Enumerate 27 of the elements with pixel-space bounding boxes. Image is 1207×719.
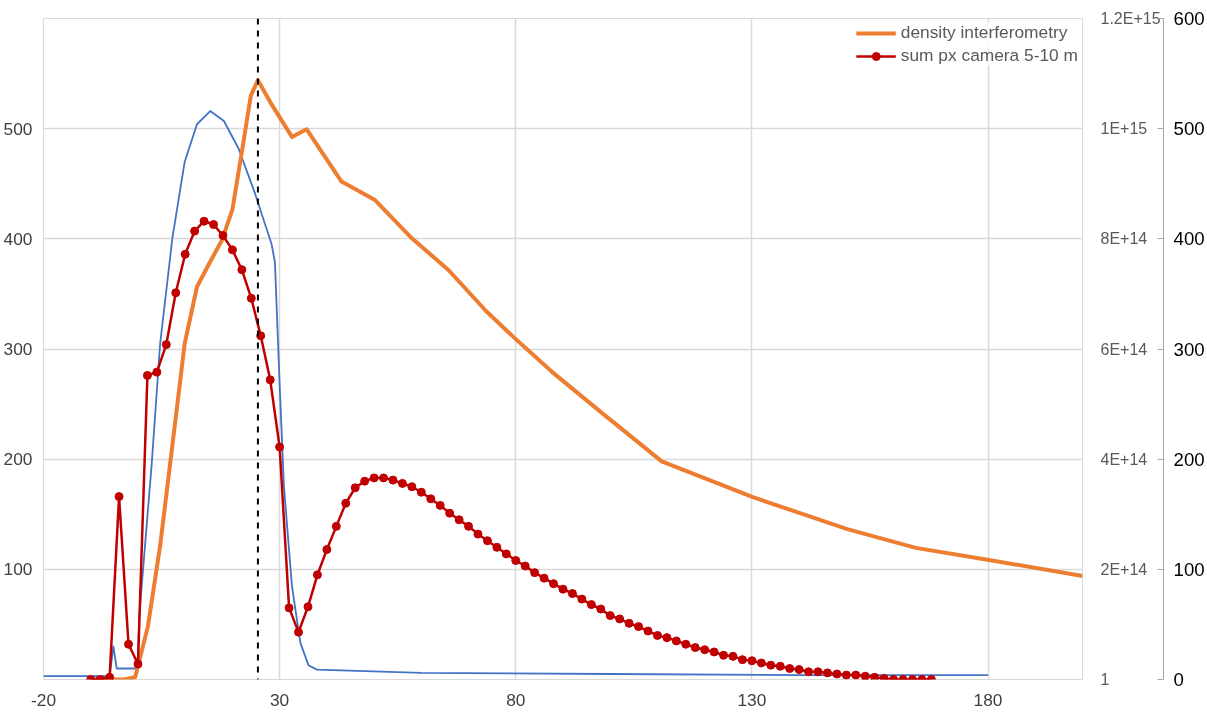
y-tick-label: 400 — [3, 228, 33, 249]
y2-tick-label: 2E+14 — [1100, 560, 1148, 578]
y2-tick-label: 1E+15 — [1100, 120, 1148, 138]
x-tick-label: 130 — [737, 689, 767, 710]
y3-tick-label: 0 — [1173, 669, 1184, 690]
line-series — [43, 110, 989, 678]
legend-label: density interferometry — [900, 22, 1068, 43]
y-tick-label: 100 — [3, 559, 33, 580]
y2-tick-label: 1.2E+15 — [1100, 10, 1161, 27]
y2-tick-label: 6E+14 — [1100, 340, 1148, 358]
y3-tick-label: 300 — [1173, 338, 1205, 360]
y-tick-label: 300 — [3, 339, 33, 359]
x-tick-label: 80 — [506, 689, 526, 710]
y3-tick-label: 400 — [1173, 228, 1205, 250]
x-tick-label: -20 — [30, 689, 57, 710]
y-tick-label: 200 — [3, 449, 33, 470]
y3-tick-label: 600 — [1173, 8, 1205, 29]
y-tick-label: 500 — [3, 118, 33, 139]
legend-label: sum px camera 5-10 m — [900, 45, 1078, 66]
y3-tick-label: 100 — [1173, 558, 1205, 580]
x-tick-label: 180 — [973, 689, 1003, 710]
y2-tick-label: 4E+14 — [1100, 450, 1148, 468]
x-tick-label: 30 — [270, 689, 290, 710]
y2-tick-label: 8E+14 — [1100, 230, 1148, 248]
y2-tick-label: 1 — [1100, 671, 1110, 688]
y3-tick-label: 500 — [1173, 118, 1205, 140]
y3-tick-label: 200 — [1173, 448, 1205, 470]
